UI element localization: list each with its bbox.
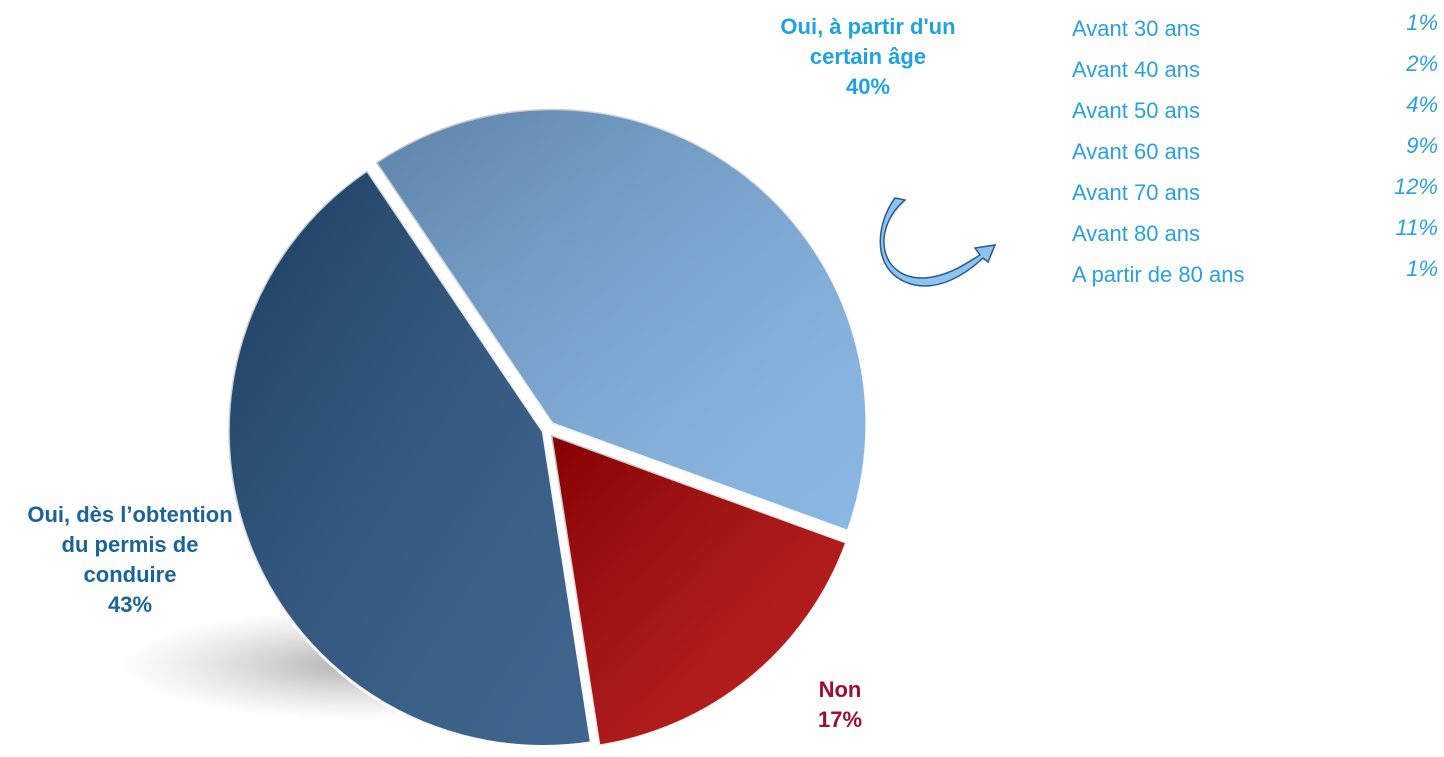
breakdown-value: 11% [1395,215,1438,240]
slice-shading [228,170,592,747]
breakdown-label: Avant 60 ans [1072,139,1201,164]
slice-value: 40% [845,74,891,99]
slice-name: Oui, dès l’obtention du permis de condui… [27,502,233,587]
slice-name: Non [818,677,862,702]
breakdown-value: 2% [1406,51,1438,76]
slice-label: Oui, à partir d'un certain âge 40% [778,12,958,102]
slice-name: Oui, à partir d'un certain âge [780,14,956,69]
breakdown-value: 4% [1406,92,1438,117]
slice-label: Non 17% [790,675,890,735]
breakdown-label: Avant 50 ans [1072,98,1201,123]
arrow [879,197,997,287]
slice-shading [550,434,847,746]
breakdown-value: 1% [1406,10,1438,35]
slice-value: 17% [817,707,863,732]
breakdown-label: Avant 40 ans [1072,57,1201,82]
pie [226,107,869,748]
breakdown-label: Avant 30 ans [1072,16,1201,41]
breakdown-value: 1% [1406,256,1438,281]
breakdown-label: A partir de 80 ans [1072,262,1245,287]
breakdown-value: 12% [1393,174,1438,199]
slice-label: Oui, dès l’obtention du permis de condui… [20,500,240,620]
breakdown-label: Avant 70 ans [1072,180,1201,205]
breakdown-label: Avant 80 ans [1072,221,1201,246]
slice-shading [375,108,867,532]
slice-value: 43% [107,592,153,617]
breakdown-value: 9% [1406,133,1438,158]
